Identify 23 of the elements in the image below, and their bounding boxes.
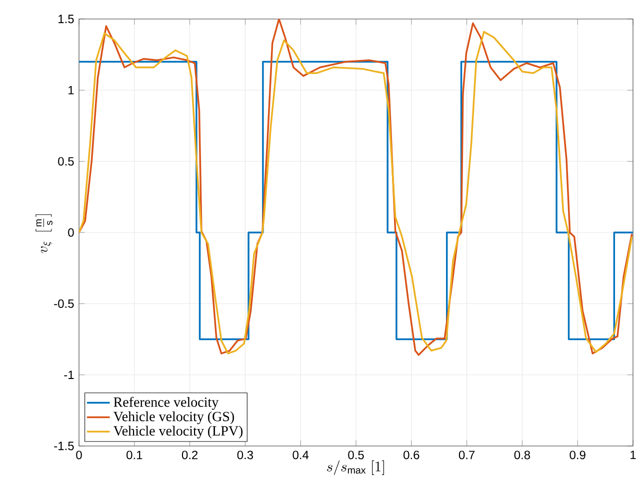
x-tick-label: 0.6 bbox=[404, 450, 420, 460]
x-tick-label: 0.5 bbox=[348, 450, 364, 460]
y-tick-label: -1.5 bbox=[54, 442, 74, 450]
y-tick-label: -1 bbox=[64, 370, 74, 379]
y-tick-label: -0.5 bbox=[54, 299, 74, 308]
x-tick-label: 0.8 bbox=[514, 450, 530, 460]
x-tick-label: 0.2 bbox=[182, 450, 198, 460]
legend-label: Vehicle velocity (GS) bbox=[113, 411, 234, 424]
x-tick-label: 0.9 bbox=[570, 450, 586, 460]
x-tick-label: 1 bbox=[630, 450, 636, 459]
x-tick-label: 0.3 bbox=[237, 450, 254, 460]
x-tick-label: 0.1 bbox=[126, 450, 142, 460]
x-tick-label: 0 bbox=[76, 450, 82, 460]
y-axis-title: $v_{\xi}\ \left[\frac{\mathrm{m}}{\mathrm{s}}\right]$ bbox=[36, 214, 52, 253]
y-tick-label: 0 bbox=[68, 228, 74, 237]
x-tick-label: 0.4 bbox=[292, 450, 309, 460]
y-tick-label: 0.5 bbox=[58, 157, 74, 166]
y-tick-label: 1.5 bbox=[58, 14, 74, 24]
legend-label: Reference velocity bbox=[114, 396, 219, 410]
y-tick-label: 1 bbox=[68, 86, 74, 94]
x-axis-title: $s/s_{\max}\ [1]$ bbox=[327, 460, 384, 475]
legend-label: Vehicle velocity (LPV) bbox=[113, 426, 243, 438]
x-tick-label: 0.7 bbox=[458, 450, 475, 460]
